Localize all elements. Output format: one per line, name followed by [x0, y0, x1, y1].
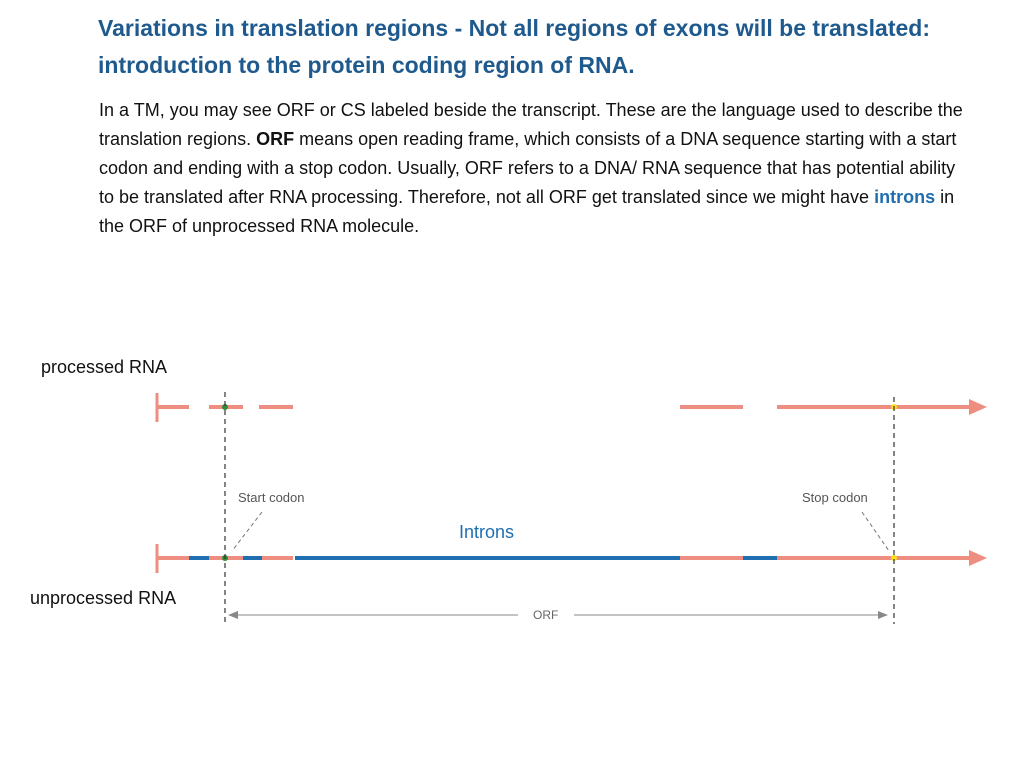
page-title: Variations in translation regions - Not … [98, 10, 1018, 84]
title-line-2: introduction to the protein coding regio… [98, 52, 635, 78]
stop-codon-label: Stop codon [802, 490, 868, 505]
description-paragraph: In a TM, you may see ORF or CS labeled b… [99, 96, 969, 241]
start-codon-pointer [231, 511, 263, 552]
processed-rna-label: processed RNA [41, 357, 168, 377]
unprocessed-rna-track [155, 544, 987, 573]
orf-span: ORF [228, 608, 888, 622]
introns-term: introns [874, 187, 936, 207]
unprocessed-stop-codon-marker [891, 555, 897, 561]
paragraph-part-3: in the ORF of unprocessed RNA molecule. [99, 187, 955, 236]
paragraph-part-1: In a TM, you may see ORF or CS labeled b… [99, 100, 963, 149]
orf-arrow-right-head [878, 611, 888, 619]
start-codon-label: Start codon [238, 490, 305, 505]
orf-label: ORF [533, 608, 558, 622]
introns-label: Introns [459, 522, 514, 542]
processed-start-codon-marker [222, 404, 228, 410]
paragraph-part-2: means open reading frame, which consists… [99, 129, 957, 207]
title-line-1: Variations in translation regions - Not … [98, 15, 930, 41]
orf-term: ORF [256, 129, 295, 149]
unprocessed-arrow-head [969, 550, 987, 566]
unprocessed-rna-label: unprocessed RNA [30, 588, 177, 608]
processed-arrow-head [969, 399, 987, 415]
processed-rna-track [155, 393, 987, 422]
stop-codon-pointer [861, 511, 890, 552]
orf-arrow-left-head [228, 611, 238, 619]
